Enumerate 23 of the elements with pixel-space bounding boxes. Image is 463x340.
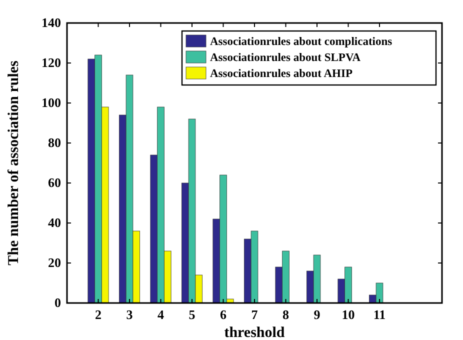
y-tick-label: 80: [48, 135, 61, 150]
x-tick-label: 6: [220, 307, 227, 322]
x-tick-label: 9: [314, 307, 321, 322]
y-tick-label: 0: [54, 295, 61, 310]
y-tick-label: 120: [42, 55, 61, 70]
x-tick-label: 5: [188, 307, 196, 322]
x-tick-label: 10: [342, 307, 355, 322]
x-tick-label: 8: [282, 307, 290, 322]
legend-label: Associationrules about complications: [210, 36, 393, 48]
x-tick-label: 7: [251, 307, 258, 322]
x-tick-label: 3: [126, 307, 134, 322]
legend-label: Associationrules about SLPVA: [210, 52, 362, 64]
x-axis-title: threshold: [224, 325, 286, 340]
y-tick-label: 140: [42, 15, 61, 30]
x-tick-label: 11: [373, 307, 386, 322]
y-tick-label: 100: [42, 95, 61, 110]
y-tick-label: 20: [48, 255, 61, 270]
y-tick-label: 40: [48, 215, 61, 230]
x-tick-label: 4: [158, 307, 164, 322]
legend-label: Associationrules about AHIP: [210, 68, 352, 80]
x-tick-label: 2: [95, 307, 102, 322]
y-axis-title: The number of association rules: [6, 60, 22, 266]
y-tick-label: 60: [48, 175, 61, 190]
